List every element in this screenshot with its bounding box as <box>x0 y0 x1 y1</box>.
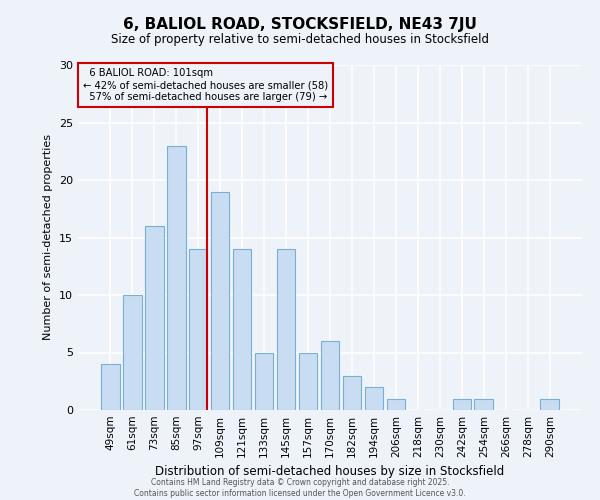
Bar <box>123 295 142 410</box>
Text: Contains HM Land Registry data © Crown copyright and database right 2025.
Contai: Contains HM Land Registry data © Crown c… <box>134 478 466 498</box>
Bar <box>299 352 317 410</box>
Bar <box>233 249 251 410</box>
Bar <box>541 398 559 410</box>
Bar <box>167 146 185 410</box>
Bar <box>475 398 493 410</box>
Bar <box>343 376 361 410</box>
X-axis label: Distribution of semi-detached houses by size in Stocksfield: Distribution of semi-detached houses by … <box>155 466 505 478</box>
Text: 6, BALIOL ROAD, STOCKSFIELD, NE43 7JU: 6, BALIOL ROAD, STOCKSFIELD, NE43 7JU <box>123 18 477 32</box>
Bar <box>386 398 405 410</box>
Bar <box>101 364 119 410</box>
Bar <box>255 352 274 410</box>
Text: Size of property relative to semi-detached houses in Stocksfield: Size of property relative to semi-detach… <box>111 32 489 46</box>
Text: 6 BALIOL ROAD: 101sqm
← 42% of semi-detached houses are smaller (58)
  57% of se: 6 BALIOL ROAD: 101sqm ← 42% of semi-deta… <box>83 68 328 102</box>
Bar <box>452 398 471 410</box>
Bar <box>277 249 295 410</box>
Bar <box>189 249 208 410</box>
Bar <box>365 387 383 410</box>
Bar <box>320 341 340 410</box>
Bar <box>145 226 164 410</box>
Y-axis label: Number of semi-detached properties: Number of semi-detached properties <box>43 134 53 340</box>
Bar <box>211 192 229 410</box>
